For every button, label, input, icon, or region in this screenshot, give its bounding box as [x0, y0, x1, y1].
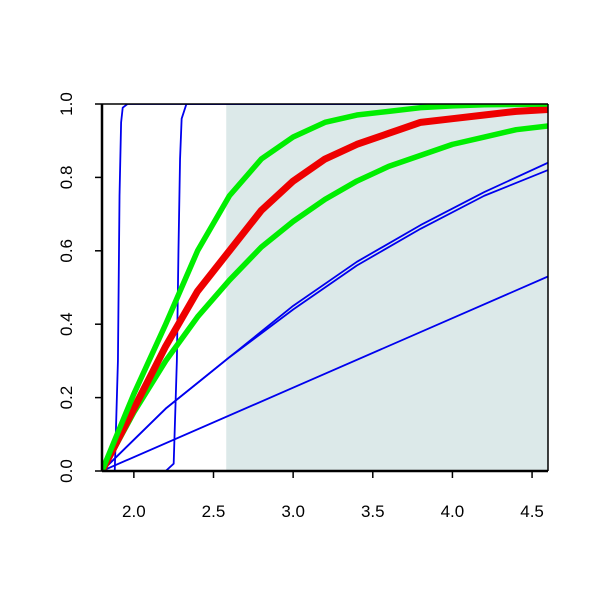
x-tick-label: 4.5: [520, 502, 544, 521]
series-line-7: [102, 106, 548, 471]
y-tick-label: 0.2: [57, 386, 76, 410]
y-tick-label: 0.0: [57, 459, 76, 483]
series-line-3: [102, 275, 548, 471]
x-tick-label: 4.0: [441, 502, 465, 521]
x-tick-label: 3.5: [361, 502, 385, 521]
shaded-region: [226, 104, 548, 471]
axes-layer: 2.0 2.5 3.0 3.5 4.0 4.5 0.0 0.2 0.4 0.6 0.8 1.0: [57, 92, 549, 521]
series-line-6: [102, 123, 548, 471]
x-tick-label: 3.0: [281, 502, 305, 521]
series-layer: [102, 104, 548, 471]
x-tick-label: 2.0: [122, 502, 146, 521]
y-tick-label: 0.6: [57, 239, 76, 263]
y-tick-label: 1.0: [57, 92, 76, 116]
series-line-5: [102, 161, 548, 471]
x-tick-label: 2.5: [202, 502, 226, 521]
series-line-2: [102, 104, 548, 471]
y-tick-label: 0.4: [57, 312, 76, 336]
shaded-region-layer: [226, 104, 548, 471]
series-line-8: [102, 104, 548, 471]
y-tick-label: 0.8: [57, 166, 76, 190]
